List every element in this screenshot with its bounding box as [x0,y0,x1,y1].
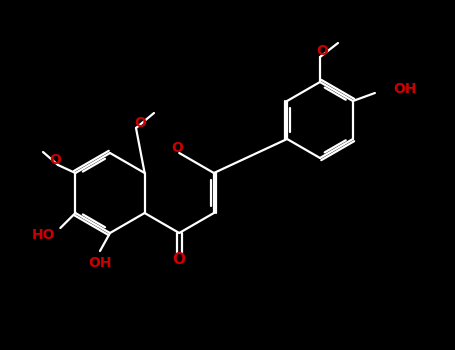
Text: HO: HO [31,228,55,242]
Text: OH: OH [393,82,416,96]
Text: O: O [316,44,328,58]
Text: O: O [171,141,183,155]
Text: O: O [173,252,186,266]
Text: OH: OH [88,256,112,270]
Text: O: O [134,116,146,130]
Text: O: O [49,153,61,167]
